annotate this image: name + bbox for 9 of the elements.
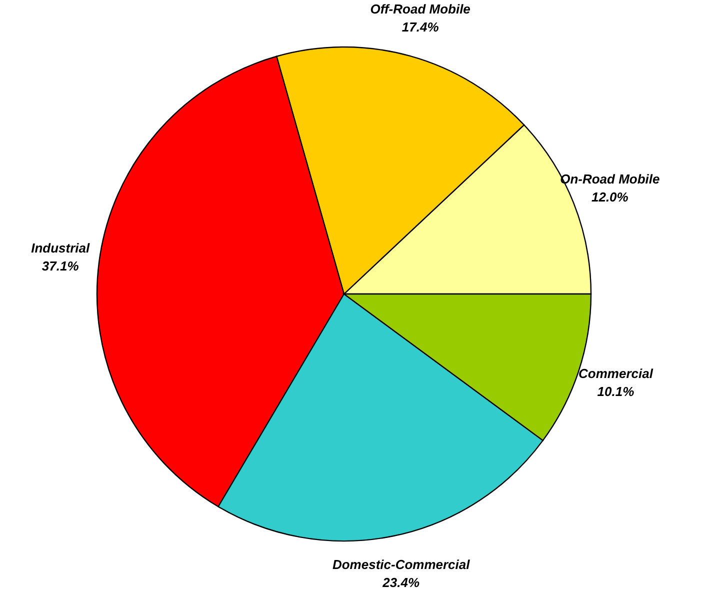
slice-label: Domestic-Commercial xyxy=(332,557,470,572)
slice-label: Industrial xyxy=(31,240,90,256)
slice-label: Commercial xyxy=(578,366,654,382)
data-label: 23.4% xyxy=(382,575,420,590)
data-label: 12.0% xyxy=(591,190,629,205)
slice-label: Off-Road Mobile xyxy=(370,1,470,16)
data-label: 17.4% xyxy=(402,19,440,34)
data-label: 37.1% xyxy=(42,258,80,274)
data-label: 10.1% xyxy=(597,384,635,400)
